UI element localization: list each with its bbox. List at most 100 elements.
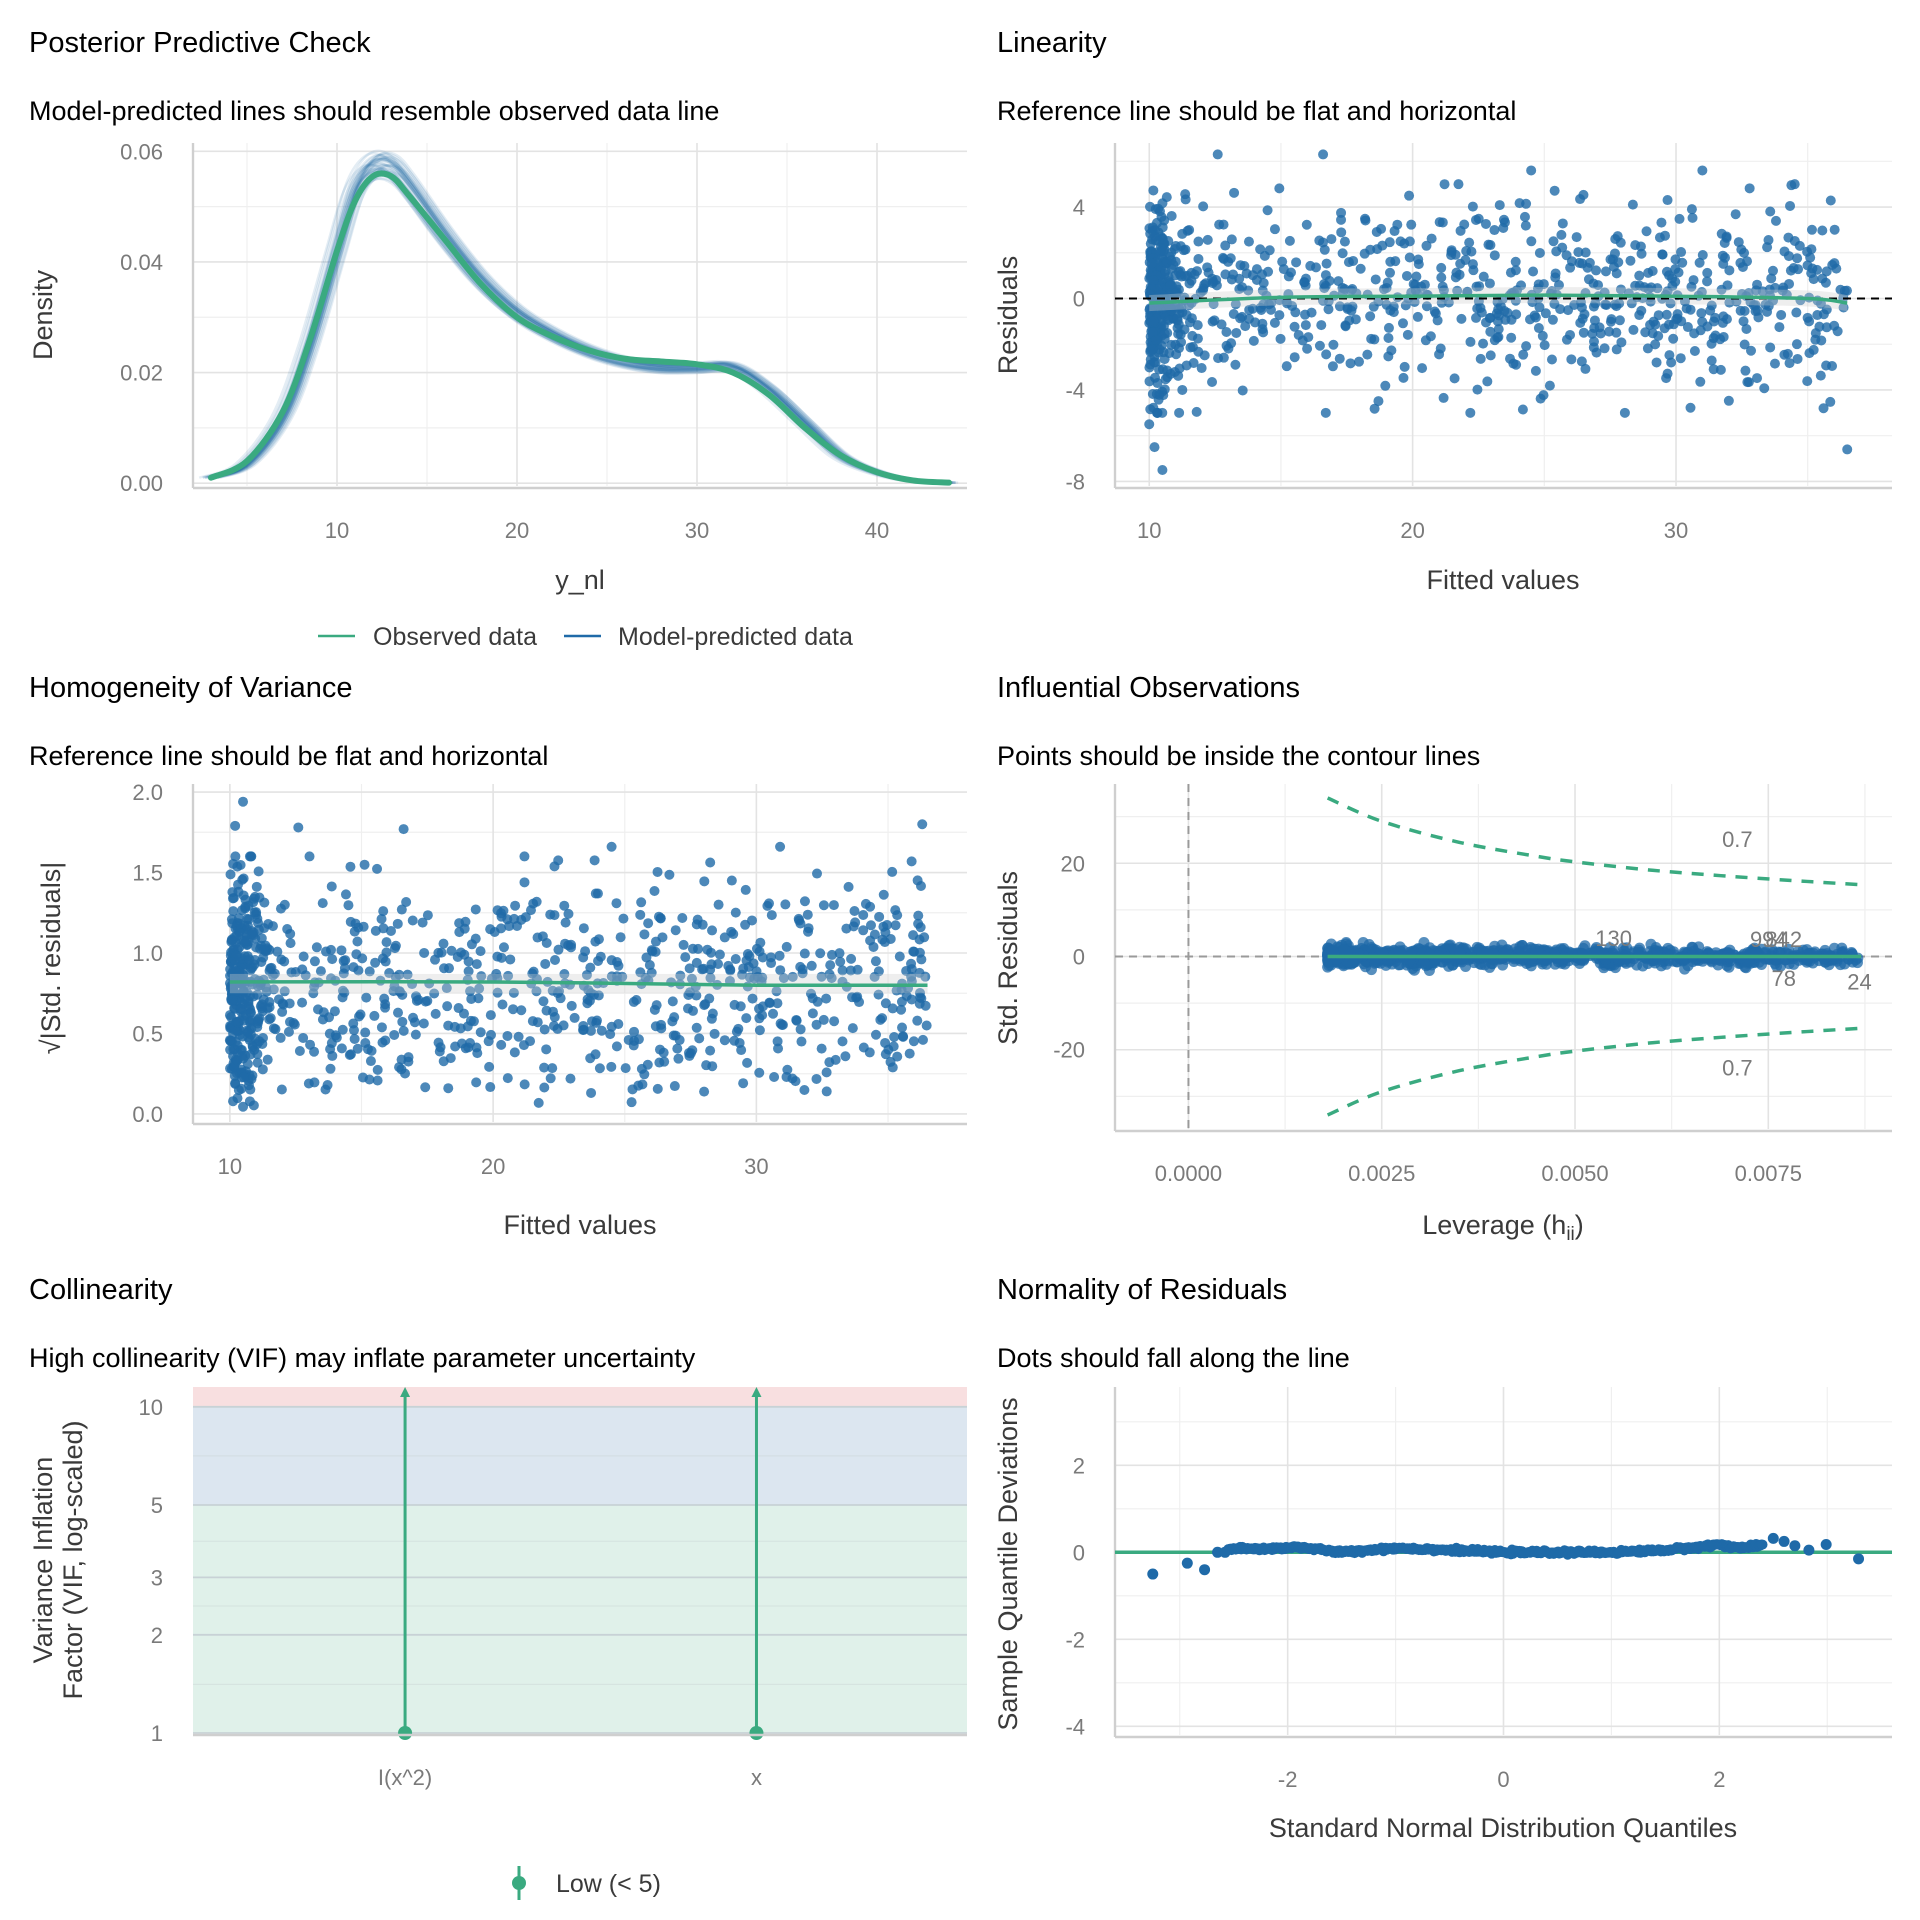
sqrt-residual-point bbox=[595, 951, 606, 962]
sqrt-residual-point bbox=[541, 1044, 552, 1055]
sqrt-residual-point bbox=[891, 985, 902, 996]
x-tick-label: 0.0050 bbox=[1541, 1161, 1608, 1186]
residual-point bbox=[1702, 267, 1713, 278]
y-tick-label: 0.02 bbox=[120, 361, 163, 386]
residual-point bbox=[1566, 354, 1577, 365]
residual-point bbox=[1489, 225, 1500, 236]
residual-point bbox=[1534, 247, 1545, 258]
residual-point bbox=[1257, 318, 1268, 329]
sqrt-residual-point bbox=[835, 956, 846, 967]
sqrt-residual-point bbox=[531, 986, 542, 997]
residual-point bbox=[1404, 190, 1415, 201]
qq-point bbox=[1147, 1568, 1159, 1580]
residual-point bbox=[1340, 321, 1351, 332]
observed-density-line bbox=[208, 170, 952, 486]
residual-point bbox=[1485, 240, 1496, 251]
sqrt-residual-point bbox=[904, 1048, 915, 1059]
sqrt-residual-point bbox=[578, 923, 589, 934]
residual-point bbox=[1573, 247, 1584, 258]
sqrt-residual-point bbox=[826, 949, 837, 960]
sqrt-residual-point bbox=[468, 1016, 479, 1027]
sqrt-residual-point bbox=[655, 913, 666, 924]
x-tick-label: I(x^2) bbox=[378, 1765, 432, 1790]
residual-point bbox=[1651, 357, 1662, 368]
residual-point bbox=[1226, 234, 1237, 245]
residual-point bbox=[1223, 343, 1234, 354]
residual-point bbox=[1810, 334, 1821, 345]
residual-point bbox=[1169, 288, 1180, 299]
residual-point bbox=[1724, 265, 1735, 276]
residual-point bbox=[1371, 226, 1382, 237]
residual-point bbox=[1526, 165, 1537, 176]
residual-point bbox=[1289, 352, 1300, 363]
x-tick-label: 30 bbox=[685, 518, 709, 543]
sqrt-residual-point bbox=[795, 918, 806, 929]
sqrt-residual-point bbox=[699, 876, 710, 887]
residual-point bbox=[1688, 275, 1699, 286]
residual-point bbox=[1628, 324, 1639, 335]
sqrt-residual-point bbox=[233, 913, 244, 924]
residual-point bbox=[1365, 311, 1376, 322]
residual-point bbox=[1395, 236, 1406, 247]
residual-point bbox=[1591, 347, 1602, 358]
residual-point bbox=[1146, 258, 1157, 269]
residual-point bbox=[1579, 309, 1590, 320]
residual-point bbox=[1421, 240, 1432, 251]
sqrt-residual-point bbox=[772, 1036, 783, 1047]
sqrt-residual-point bbox=[539, 1024, 550, 1035]
sqrt-residual-point bbox=[519, 1079, 530, 1090]
sqrt-residual-point bbox=[887, 866, 898, 877]
sqrt-residual-point bbox=[830, 1054, 841, 1065]
y-tick-label: 0.04 bbox=[120, 250, 163, 275]
residual-point bbox=[1752, 373, 1763, 384]
collinearity-title: Collinearity bbox=[29, 1274, 173, 1306]
residual-point bbox=[1534, 302, 1545, 313]
sqrt-residual-point bbox=[669, 1081, 680, 1092]
sqrt-residual-point bbox=[742, 949, 753, 960]
residual-point bbox=[1675, 353, 1686, 364]
sqrt-residual-point bbox=[417, 917, 428, 928]
sqrt-residual-point bbox=[360, 1027, 371, 1038]
sqrt-residual-point bbox=[470, 933, 481, 944]
influential-x-axis-title-main: Leverage (h bbox=[1422, 1210, 1566, 1240]
sqrt-residual-point bbox=[230, 966, 241, 977]
collinearity-plot-area: 1 2 3 5 10 I(x^2) x bbox=[139, 1387, 967, 1790]
sqrt-residual-point bbox=[670, 1030, 681, 1041]
sqrt-residual-point bbox=[465, 1037, 476, 1048]
sqrt-residual-point bbox=[320, 946, 331, 957]
sqrt-residual-point bbox=[701, 1060, 712, 1071]
residual-point bbox=[1438, 392, 1449, 403]
qq-point bbox=[1853, 1553, 1865, 1565]
sqrt-residual-point bbox=[385, 925, 396, 936]
sqrt-residual-point bbox=[327, 954, 338, 965]
sqrt-residual-point bbox=[268, 1023, 279, 1034]
residual-point bbox=[1517, 404, 1528, 415]
leverage-point bbox=[1612, 952, 1624, 964]
residual-point bbox=[1426, 233, 1437, 244]
sqrt-residual-point bbox=[337, 992, 348, 1003]
residual-point bbox=[1402, 329, 1413, 340]
sqrt-residual-point bbox=[249, 907, 260, 918]
residual-point bbox=[1269, 317, 1280, 328]
sqrt-residual-point bbox=[652, 1083, 663, 1094]
residual-point bbox=[1230, 299, 1241, 310]
residual-point bbox=[1765, 206, 1776, 217]
sqrt-residual-point bbox=[812, 868, 823, 879]
sqrt-residual-point bbox=[476, 971, 487, 982]
sqrt-residual-point bbox=[398, 824, 409, 835]
sqrt-residual-point bbox=[649, 1004, 660, 1015]
leverage-point bbox=[1660, 958, 1672, 970]
sqrt-residual-point bbox=[834, 948, 845, 959]
residual-point bbox=[1181, 360, 1192, 371]
residual-point bbox=[1334, 301, 1345, 312]
sqrt-residual-point bbox=[774, 950, 785, 961]
residual-point bbox=[1258, 327, 1269, 338]
residual-point bbox=[1695, 325, 1706, 336]
sqrt-residual-point bbox=[510, 900, 521, 911]
residual-point bbox=[1144, 419, 1155, 430]
leverage-point bbox=[1783, 958, 1795, 970]
residual-point bbox=[1762, 242, 1773, 253]
sqrt-residual-point bbox=[502, 1073, 513, 1084]
sqrt-residual-point bbox=[593, 990, 604, 1001]
